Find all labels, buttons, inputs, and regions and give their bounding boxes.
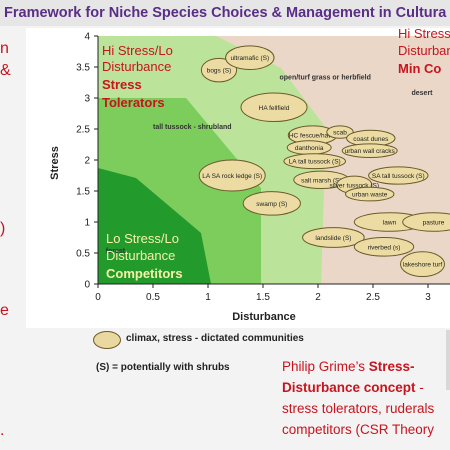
community-label: lawn <box>383 220 397 227</box>
zone-label: open/turf grass or herbfield <box>280 74 371 81</box>
y-tick-label: 1 <box>84 218 90 229</box>
x-tick-label: 2.5 <box>366 292 380 303</box>
community-ellipse-group: pasture <box>402 212 450 232</box>
community-ellipse <box>240 92 308 123</box>
left-text-fragment-4: e <box>0 302 9 319</box>
community-label: HA fellfield <box>259 105 290 112</box>
community-ellipse <box>302 227 365 248</box>
community-label: bogs (S) <box>207 68 232 75</box>
y-tick-label: 2 <box>84 156 90 167</box>
region-min-co-line2: Disturbanc <box>398 43 450 58</box>
csr-chart-svg: tall tussock - shrubland forest open/turf … <box>49 26 450 323</box>
region-competitors-line2: Disturbance <box>106 248 175 263</box>
community-label: silver tussock (S) <box>330 182 379 189</box>
community-label: urban waste <box>352 192 388 199</box>
y-axis-label: Stress <box>49 146 61 180</box>
caption-prefix: Philip Grime’s <box>282 359 369 374</box>
region-competitors-line3: Competitors <box>106 266 183 281</box>
slide-edge-decoration <box>446 330 450 390</box>
x-tick-label: 2 <box>315 292 321 303</box>
community-ellipse <box>353 237 415 257</box>
community-label: HC fescue/hawk <box>289 133 337 140</box>
community-label: ultramafic (S) <box>230 55 269 62</box>
community-ellipse-group: LA SA rock ledge (S) <box>198 159 266 192</box>
community-ellipse <box>198 159 266 192</box>
left-text-fragment-3: ) <box>0 220 6 237</box>
community-ellipse <box>200 57 238 83</box>
community-ellipse <box>341 143 398 159</box>
legend-ellipse-swatch <box>93 331 121 349</box>
y-tick-label: 0 <box>84 280 90 291</box>
x-tick-label: 3 <box>425 292 431 303</box>
y-tick-label: 4 <box>84 32 90 43</box>
community-label: coast dunes <box>353 136 389 143</box>
x-axis-label: Disturbance <box>232 311 296 323</box>
community-label: LA SA rock ledge (S) <box>202 173 262 180</box>
y-tick-label: 0.5 <box>76 249 90 260</box>
region-min-co-line3: Min Co <box>398 61 441 76</box>
community-ellipse-group: danthonia <box>286 140 332 155</box>
y-tick-label: 2.5 <box>76 125 90 136</box>
csr-diagram: tall tussock - shrubland forest open/turf … <box>26 26 450 328</box>
region-stress-tolerators-line2: Disturbance <box>102 59 171 74</box>
community-label: pasture <box>423 220 445 227</box>
zone-label: tall tussock - shrubland <box>153 124 232 131</box>
zone-label: desert <box>412 90 434 97</box>
community-ellipse-group: swamp (S) <box>242 191 301 216</box>
community-ellipse-group: riverbed (s) <box>353 237 415 257</box>
y-tick-label: 3.5 <box>76 63 90 74</box>
community-label: lakeshore turf <box>403 262 443 269</box>
community-ellipse <box>326 125 354 139</box>
region-stress-tolerators-line3: Stress <box>102 77 142 92</box>
community-ellipse-group: HA fellfield <box>240 92 308 123</box>
community-ellipse-group: SA tall tussock (S) <box>368 166 429 185</box>
community-ellipse-group: scab <box>326 125 354 139</box>
region-min-co-line1: Hi Stress <box>398 28 450 41</box>
x-tick-label: 1 <box>205 292 211 303</box>
x-tick-label: 1.5 <box>256 292 270 303</box>
legend-ellipse-label: climax, stress - dictated communities <box>126 333 304 344</box>
community-label: danthonia <box>295 145 324 152</box>
region-competitors-line1: Lo Stress/Lo <box>106 231 179 246</box>
community-ellipse-group: ultramafic (S) <box>225 45 275 70</box>
y-tick-label: 3 <box>84 94 90 105</box>
community-ellipse <box>283 153 347 170</box>
community-ellipse <box>368 166 429 185</box>
community-ellipse <box>400 251 445 278</box>
community-ellipse-group: urban waste <box>345 186 395 202</box>
zone-label: forest <box>106 248 126 255</box>
y-tick-label: 1.5 <box>76 187 90 198</box>
community-label: urban wall cracks <box>345 148 396 155</box>
community-label: scab <box>333 130 347 137</box>
community-label: SA tall tussock (S) <box>372 173 425 180</box>
region-stress-tolerators-line1: Hi Stress/Lo <box>102 43 173 58</box>
community-ellipse <box>225 45 275 70</box>
community-ellipse-group: urban wall cracks <box>341 143 398 159</box>
community-label: salt marsh (S) <box>301 177 341 184</box>
region-stress-tolerators-line4: Tolerators <box>102 95 165 110</box>
community-label: swamp (S) <box>256 201 287 208</box>
x-tick-label: 0.5 <box>146 292 160 303</box>
slide-title: Framework for Niche Species Choices & Ma… <box>0 0 450 26</box>
community-ellipse-group: landslide (S) <box>302 227 365 248</box>
community-ellipse-group: lakeshore turf <box>400 251 445 278</box>
left-text-fragment-5: . <box>0 422 5 439</box>
left-text-fragment-2: & <box>0 62 11 79</box>
legend-shrub-note: (S) = potentially with shrubs <box>96 362 230 373</box>
community-label: riverbed (s) <box>368 244 401 251</box>
caption-bold: Stress-Disturbance concept <box>282 359 416 395</box>
left-text-fragment-1: n <box>0 40 9 57</box>
community-ellipse <box>345 186 395 202</box>
caption-text: Philip Grime’s Stress-Disturbance concep… <box>282 356 450 440</box>
forest-zone <box>98 168 211 284</box>
x-tick-label: 0 <box>95 292 101 303</box>
community-ellipse-group: LA tall tussock (S) <box>283 153 347 170</box>
community-ellipse-group: salt marsh (S) <box>293 170 350 190</box>
community-ellipse <box>242 191 301 216</box>
community-label: LA tall tussock (S) <box>289 159 341 166</box>
caption-suffix: - stress tolerators, ruderals competitor… <box>282 380 435 437</box>
community-label: landslide (S) <box>315 235 351 242</box>
community-ellipse-group: bogs (S) <box>200 57 238 83</box>
community-ellipse <box>402 212 450 232</box>
